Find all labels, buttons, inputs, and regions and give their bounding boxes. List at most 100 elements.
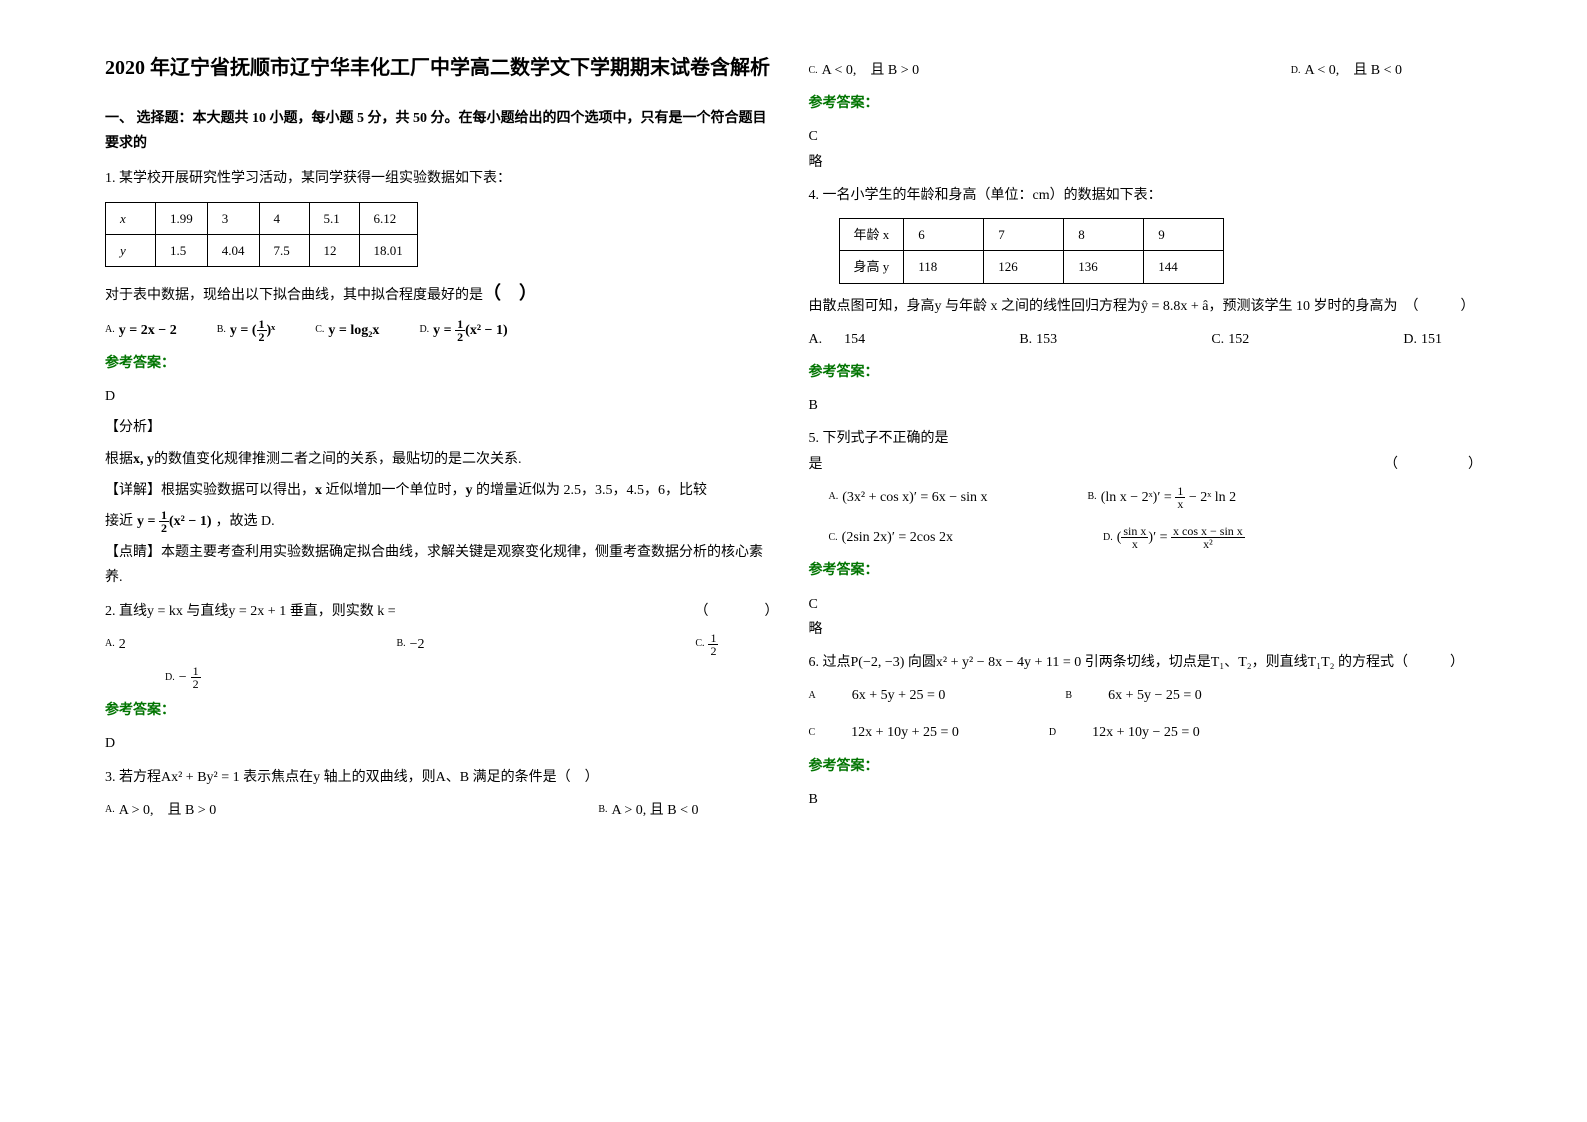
- text: 6. 过点: [809, 655, 851, 670]
- formula: A < 0, 且 B < 0: [1305, 58, 1402, 83]
- cell: 3: [207, 202, 259, 234]
- option-d: D. y = 12(x² − 1): [419, 318, 507, 343]
- den: x²: [1201, 538, 1215, 550]
- text: 2. 直线: [105, 604, 147, 619]
- option-a: A. A > 0, 且 B > 0: [105, 798, 216, 823]
- suffix: (x² − 1): [465, 323, 508, 338]
- option-b: B. 153: [1019, 327, 1057, 352]
- opt-value: −2: [410, 632, 425, 657]
- suffix: )ˣ: [267, 323, 276, 338]
- opt-label: B.: [598, 801, 607, 819]
- formula: y = (12)ˣ: [230, 318, 275, 343]
- option-b: B. A > 0, 且 B < 0: [598, 798, 698, 823]
- cell: 12: [309, 234, 359, 266]
- table-row: x 1.99 3 4 5.1 6.12: [106, 202, 418, 234]
- option-a: A. 154: [809, 327, 866, 352]
- cell: 年龄 x: [839, 218, 904, 250]
- q5-answer: C: [809, 592, 1483, 617]
- cell: 6.12: [359, 202, 417, 234]
- formula: 6x + 5y + 25 = 0: [852, 683, 946, 708]
- q1-prompt: 对于表中数据，现给出以下拟合曲线，其中拟合程度最好的是（ ）: [105, 277, 779, 309]
- cell: 4.04: [207, 234, 259, 266]
- opt-label: B.: [1019, 327, 1032, 352]
- cell: 7: [984, 218, 1064, 250]
- text: 的方程式（ ）: [1335, 655, 1465, 670]
- neg: −: [179, 665, 187, 690]
- q6-row1: A 6x + 5y + 25 = 0 B 6x + 5y − 25 = 0: [809, 683, 1483, 708]
- mid: ′ =: [1153, 530, 1171, 545]
- q6-answer: B: [809, 787, 1483, 812]
- opt-label: C.: [809, 62, 818, 80]
- formula: (3x² + cos x)′ = 6x − sin x: [842, 485, 987, 510]
- opt-label: C.: [315, 321, 324, 339]
- opt-label: D.: [1103, 529, 1113, 547]
- q3-brief: 略: [809, 150, 1483, 175]
- q2-row1: A. 2 B. −2 C. 12: [105, 632, 779, 657]
- table-row: 年龄 x 6 7 8 9: [839, 218, 1224, 250]
- q3-answer-label: 参考答案：: [809, 91, 1483, 116]
- text: 对于表中数据，现给出以下拟合曲线，其中拟合程度最好的是: [105, 288, 483, 303]
- var-y: y: [466, 483, 473, 498]
- var-y: y: [935, 299, 942, 314]
- opt-label: D.: [165, 669, 175, 687]
- q3-row2: C. A < 0, 且 B > 0 D. A < 0, 且 B < 0: [809, 58, 1483, 83]
- formula: y = 12(x² − 1): [433, 318, 507, 343]
- prefix: (ln x − 2ˣ)′ =: [1101, 490, 1176, 505]
- circle: x² + y² − 8x − 4y + 11 = 0: [936, 655, 1081, 670]
- q1-answer-label: 参考答案：: [105, 351, 779, 376]
- q4-answer-label: 参考答案：: [809, 360, 1483, 385]
- cell: 144: [1144, 251, 1224, 283]
- text: 接近: [105, 509, 133, 534]
- left-column: 2020 年辽宁省抚顺市辽宁华丰化工厂中学高二数学文下学期期末试卷含解析 一、 …: [90, 50, 794, 1072]
- opt-label: A.: [829, 488, 839, 506]
- q1-detail: 【详解】根据实验数据可以得出，x 近似增加一个单位时，y 的增量近似为 2.5，…: [105, 478, 779, 503]
- option-c: C. A < 0, 且 B > 0: [809, 58, 920, 83]
- opt-label: C: [809, 724, 816, 742]
- den: 2: [159, 522, 169, 534]
- q1-stem: 1. 某学校开展研究性学习活动，某同学获得一组实验数据如下表：: [105, 166, 779, 191]
- var-x: x: [991, 299, 998, 314]
- formula: y = 2x − 2: [119, 318, 177, 343]
- opt-value: 2: [119, 632, 126, 657]
- sep: 、: [1224, 655, 1238, 670]
- cell: 8: [1064, 218, 1144, 250]
- opt-label: A.: [105, 321, 115, 339]
- point: P(−2, −3): [851, 655, 905, 670]
- paren-blank: （ ）: [1384, 452, 1482, 477]
- formula: 12x + 10y − 25 = 0: [1092, 720, 1200, 745]
- formula: ŷ = 8.8x + â: [1141, 299, 1209, 314]
- text: 的数值变化规律推测二者之间的关系，最贴切的是二次关系.: [154, 452, 522, 467]
- cell: 5.1: [309, 202, 359, 234]
- cell: 身高 y: [839, 251, 904, 283]
- formula: (2sin 2x)′ = 2cos 2x: [842, 525, 953, 550]
- q5-answer-label: 参考答案：: [809, 558, 1483, 583]
- t1t2: T₁T₂: [1308, 655, 1335, 670]
- q6-answer-label: 参考答案：: [809, 754, 1483, 779]
- paren-blank: （ ）: [483, 283, 537, 303]
- text: ，故选 D.: [215, 509, 274, 534]
- formula: y = 12(x² − 1): [137, 509, 211, 534]
- q2-stem: 2. 直线y = kx 与直线y = 2x + 1 垂直，则实数 k = （ ）: [105, 599, 779, 624]
- den: 2: [257, 331, 267, 343]
- text: 表示焦点在: [240, 770, 314, 785]
- option-b: B. −2: [396, 632, 424, 657]
- opt-label: B: [1065, 687, 1072, 705]
- text: 引两条切线，切点是: [1081, 655, 1211, 670]
- option-b: B 6x + 5y − 25 = 0: [1065, 683, 1201, 708]
- opt-label: B.: [1088, 488, 1097, 506]
- suffix: − 2ˣ ln 2: [1185, 490, 1236, 505]
- text: 向圆: [904, 655, 936, 670]
- option-b: B. (ln x − 2ˣ)′ = 1x − 2ˣ ln 2: [1088, 485, 1237, 510]
- opt-label: C.: [829, 529, 838, 547]
- opt-label: D.: [1403, 327, 1417, 352]
- opt-value: 151: [1421, 327, 1442, 352]
- vars: x, y: [133, 452, 154, 467]
- section-1-heading: 一、 选择题：本大题共 10 小题，每小题 5 分，共 50 分。在每小题给出的…: [105, 106, 779, 156]
- q6-stem: 6. 过点P(−2, −3) 向圆x² + y² − 8x − 4y + 11 …: [809, 650, 1483, 675]
- q5-brief: 略: [809, 617, 1483, 642]
- opt-label: D: [1049, 724, 1056, 742]
- q1-analysis-1: 根据x, y的数值变化规律推测二者之间的关系，最贴切的是二次关系.: [105, 447, 779, 472]
- den: 2: [708, 645, 718, 657]
- q1-detail-2: 接近 y = 12(x² − 1) ，故选 D.: [105, 509, 779, 534]
- cell: y: [106, 234, 156, 266]
